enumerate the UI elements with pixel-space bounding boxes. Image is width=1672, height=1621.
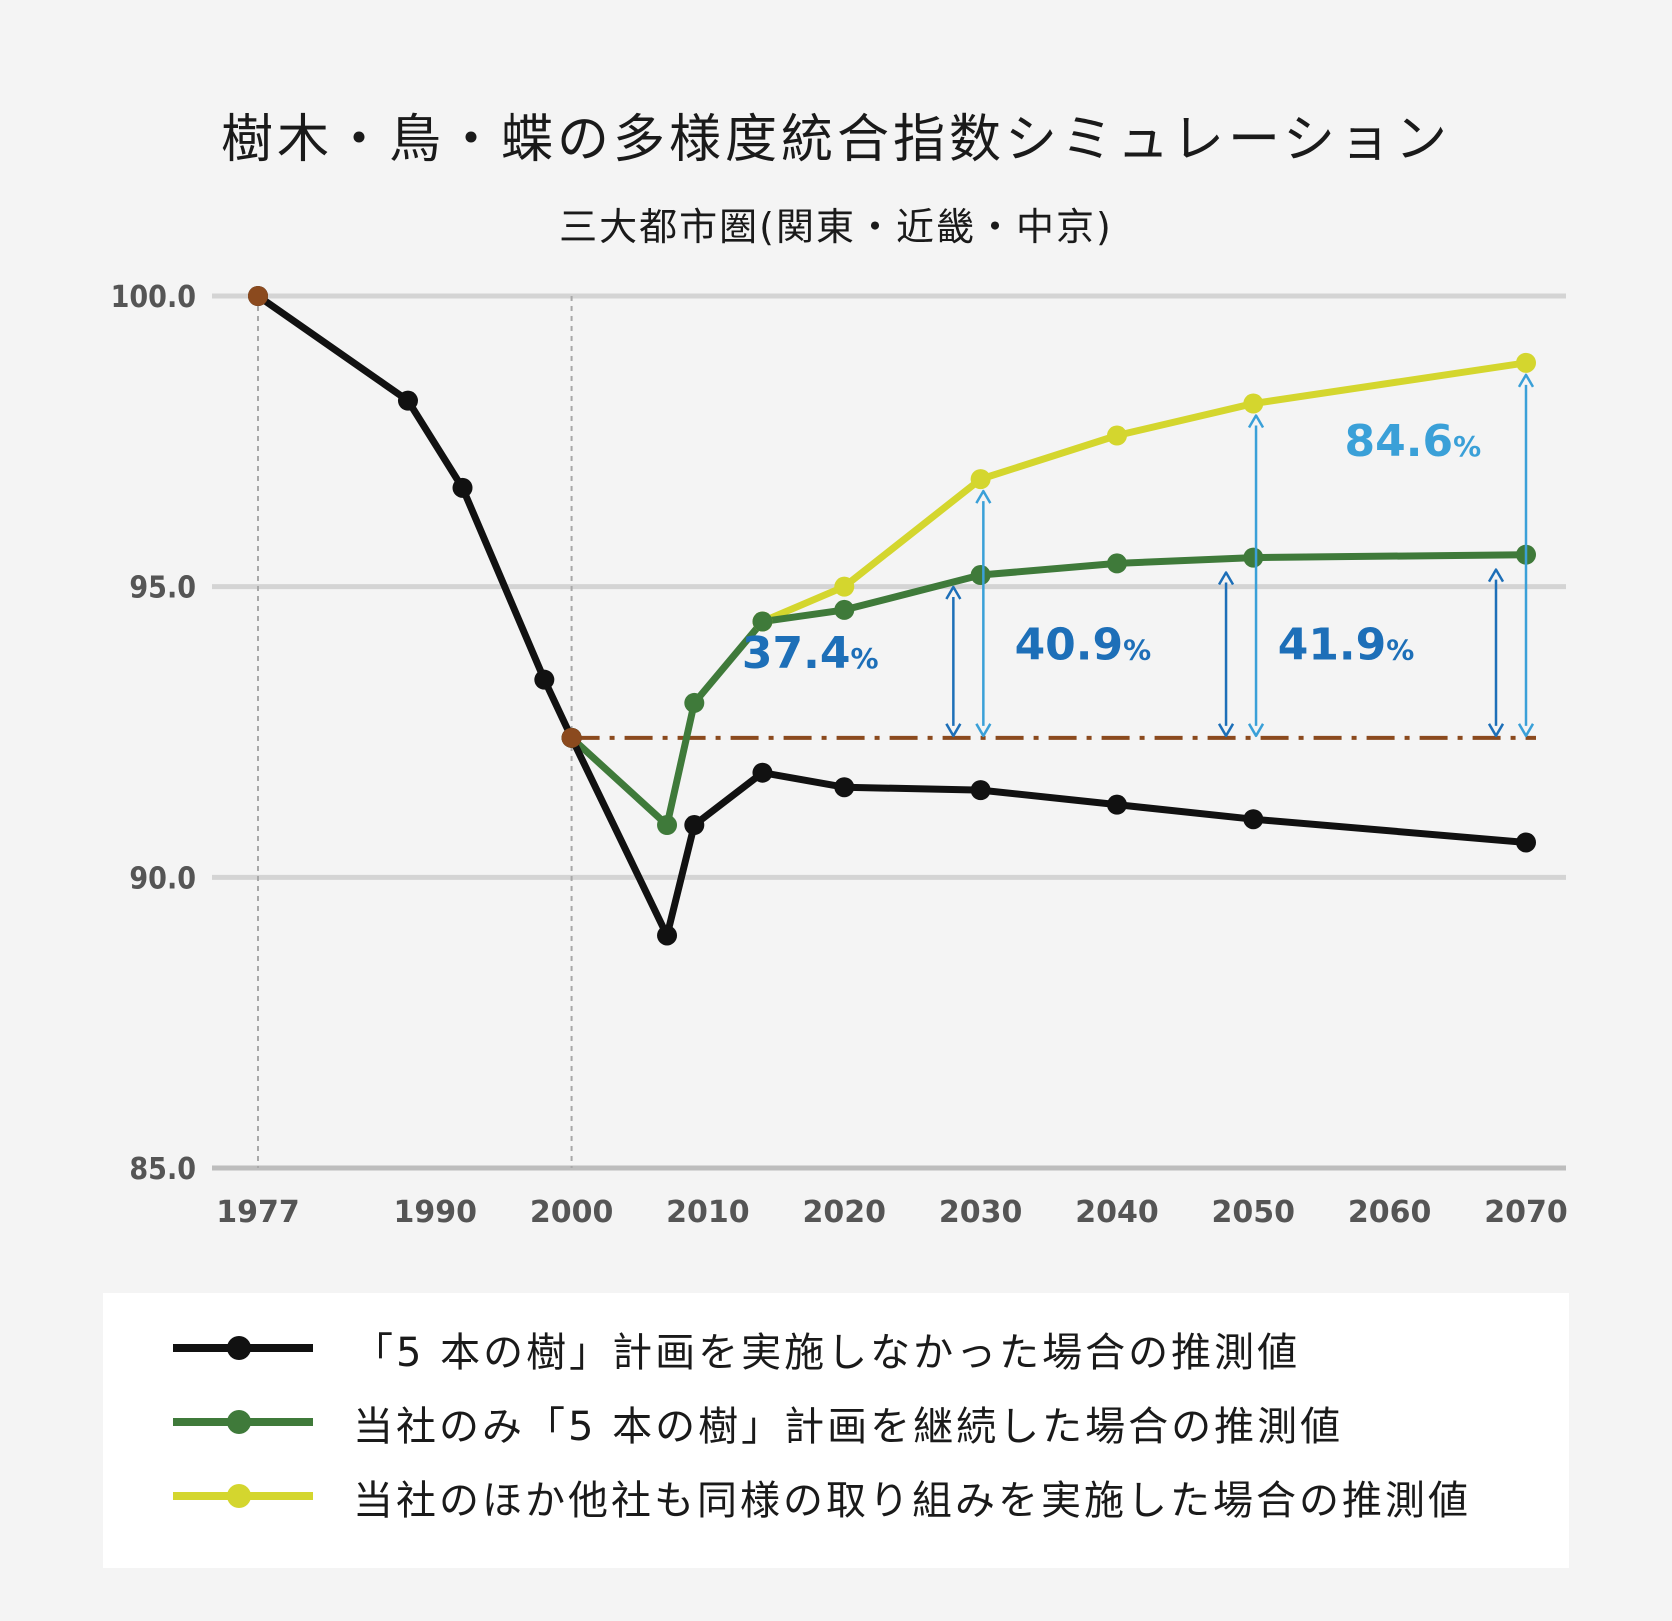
chart-canvas: 樹木・鳥・蝶の多様度統合指数シミュレーション 三大都市圏(関東・近畿・中京) 1… (111, 110, 1568, 1230)
x-tick-label: 2070 (1484, 1195, 1568, 1230)
legend-label: 当社のみ「5 本の樹」計画を継続した場合の推測値 (353, 1404, 1344, 1450)
chart-subtitle: 三大都市圏(関東・近畿・中京) (559, 205, 1113, 249)
x-tick-label: 1977 (216, 1195, 300, 1230)
series-line (568, 551, 1530, 829)
annotation-labels: 37.4% 40.9% 41.9% 84.6% (742, 416, 1481, 679)
data-point (1243, 393, 1264, 414)
series-lines (248, 286, 1536, 946)
x-tick-label: 2000 (530, 1195, 614, 1230)
series-line (758, 359, 1530, 626)
arrow-head (1517, 723, 1535, 738)
percent-label: 37.4% (742, 628, 879, 679)
arrow-head (1217, 723, 1235, 738)
x-tick-label: 2010 (666, 1195, 750, 1230)
percent-unit: % (850, 642, 878, 675)
data-point (684, 692, 705, 713)
arrow-head (945, 585, 962, 600)
arrow-head (945, 723, 962, 738)
arrow-head (975, 723, 992, 738)
data-point (1516, 352, 1536, 373)
percent-label: 40.9% (1015, 619, 1152, 670)
y-tick-label: 95.0 (129, 571, 196, 606)
x-tick-label: 2060 (1348, 1195, 1432, 1230)
percent-unit: % (1123, 633, 1151, 666)
legend: 「5 本の樹」計画を実施しなかった場合の推測値 当社のみ「5 本の樹」計画を継続… (103, 1293, 1569, 1568)
percent-label: 84.6% (1345, 416, 1482, 467)
arrow-head (1217, 571, 1235, 586)
data-point (970, 469, 991, 490)
legend-label: 「5 本の樹」計画を実施しなかった場合の推測値 (353, 1330, 1301, 1376)
data-point (397, 390, 418, 411)
legend-item: 当社のみ「5 本の樹」計画を継続した場合の推測値 (103, 1390, 1569, 1450)
gridlines (212, 293, 1566, 1171)
arrow-head (975, 489, 992, 504)
data-point (834, 599, 855, 620)
data-point (657, 925, 678, 946)
arrow-head (1487, 723, 1505, 738)
x-tick-label: 2020 (803, 1195, 887, 1230)
arrow-head (1487, 568, 1505, 583)
percent-unit: % (1453, 430, 1481, 463)
legend-label: 当社のほか他社も同様の取り組みを実施した場合の推測値 (353, 1478, 1471, 1524)
y-tick-label: 90.0 (129, 861, 196, 896)
highlight-point (561, 727, 582, 748)
legend-marker (227, 1410, 251, 1434)
legend-item: 当社のほか他社も同様の取り組みを実施した場合の推測値 (103, 1464, 1569, 1524)
arrow-head (1247, 723, 1265, 738)
data-point (1106, 794, 1127, 815)
legend-marker (227, 1484, 251, 1508)
legend-item: 「5 本の樹」計画を実施しなかった場合の推測値 (103, 1316, 1569, 1376)
data-point (970, 780, 991, 801)
legend-marker (227, 1336, 251, 1360)
percent-label: 41.9% (1278, 619, 1415, 670)
data-point (452, 477, 473, 498)
data-point (534, 669, 555, 690)
data-point (752, 611, 773, 632)
chart-title: 樹木・鳥・蝶の多様度統合指数シミュレーション (221, 110, 1451, 170)
arrow-head (1247, 414, 1265, 429)
data-point (834, 576, 855, 597)
data-point (1243, 809, 1264, 830)
x-tick-label: 2030 (939, 1195, 1023, 1230)
annotation-arrows (945, 373, 1535, 738)
data-point (970, 565, 991, 586)
data-point (684, 815, 705, 836)
y-tick-label: 100.0 (111, 280, 196, 315)
y-tick-label: 85.0 (129, 1152, 196, 1187)
y-axis-ticks: 100.0 95.0 90.0 85.0 (111, 280, 196, 1187)
percent-unit: % (1386, 633, 1414, 666)
x-tick-label: 2040 (1075, 1195, 1159, 1230)
x-axis-ticks: 1977 1990 2000 2010 2020 2030 2040 2050 2060 2070 (216, 1195, 1568, 1230)
data-point (657, 815, 678, 836)
data-point (1106, 425, 1127, 446)
data-point (752, 762, 773, 783)
highlight-point (248, 286, 268, 306)
x-tick-label: 2050 (1212, 1195, 1296, 1230)
data-point (1106, 553, 1127, 574)
arrow-head (1517, 373, 1535, 388)
data-point (1516, 832, 1536, 853)
x-tick-label: 1990 (393, 1195, 477, 1230)
data-point (834, 777, 855, 798)
data-point (1243, 547, 1264, 568)
